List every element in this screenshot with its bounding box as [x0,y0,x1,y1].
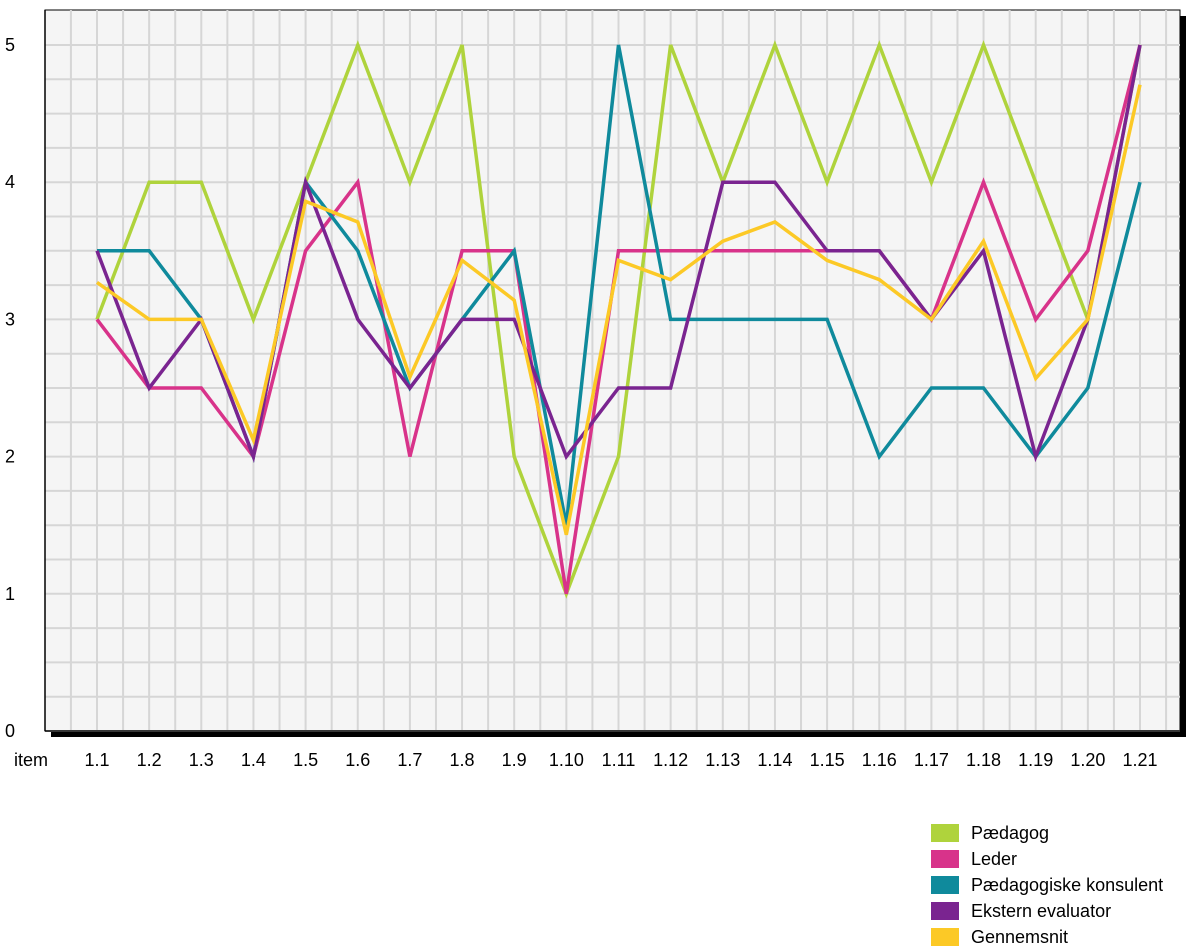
x-tick-label: 1.1 [84,750,109,770]
y-tick-label: 3 [5,309,15,329]
x-tick-label: 1.10 [549,750,584,770]
legend-item: Pædagog [931,820,1163,846]
legend-label: Ekstern evaluator [971,900,1112,921]
series-line-1 [95,44,1142,595]
x-tick-label: 1.17 [914,750,949,770]
x-tick-label: 1.11 [602,750,636,770]
x-tick-label: 1.8 [450,750,475,770]
legend-label: Gennemsnit [971,926,1069,947]
x-tick-label: 1.16 [862,750,897,770]
chart-grid [44,9,1186,737]
x-tick-label: 1.4 [241,750,266,770]
series-line-0 [95,40,1142,599]
chart-labels: 0 1 2 3 4 5 item 1.1 1.2 1.3 1.4 1.5 1.6 1.7 1.8 1.9 1.1… [5,35,1158,770]
x-tick-label: 1.18 [966,750,1001,770]
legend-swatch [931,850,959,868]
chart-legend: Pædagog Leder Pædagogiske konsulent Ekstern… [931,820,1163,950]
x-tick-label: 1.20 [1070,750,1105,770]
x-tick-label: 1.14 [757,750,792,770]
legend-label: Pædagogiske konsulent [971,874,1164,895]
legend-swatch [931,902,959,920]
chart-series [95,40,1142,599]
x-tick-label: 1.7 [397,750,422,770]
x-tick-label: 1.6 [345,750,370,770]
x-tick-label: 1.9 [502,750,527,770]
x-tick-label: 1.15 [810,750,845,770]
series-line-4 [95,84,1142,536]
legend-item: Gennemsnit [931,924,1163,950]
x-tick-label: 1.21 [1122,750,1157,770]
legend-item: Ekstern evaluator [931,898,1163,924]
y-tick-label: 2 [5,447,15,467]
plot-background [44,9,1181,732]
y-tick-label: 4 [5,172,15,192]
legend-swatch [931,928,959,946]
y-tick-label: 0 [5,721,15,741]
chart-axes [44,10,1180,732]
x-tick-label: 1.2 [137,750,162,770]
legend-item: Leder [931,846,1163,872]
y-tick-label: 1 [5,584,15,604]
legend-label: Leder [971,848,1018,869]
legend-label: Pædagog [971,822,1050,843]
y-tick-label: 5 [5,35,15,55]
x-tick-label: 1.13 [705,750,740,770]
x-tick-label: 1.3 [189,750,214,770]
x-tick-label: 1.19 [1018,750,1053,770]
legend-item: Pædagogiske konsulent [931,872,1163,898]
x-tick-label: 1.5 [293,750,318,770]
x-tick-label: 1.12 [653,750,688,770]
x-axis-title: item [14,750,48,770]
legend-swatch [931,876,959,894]
legend-swatch [931,824,959,842]
